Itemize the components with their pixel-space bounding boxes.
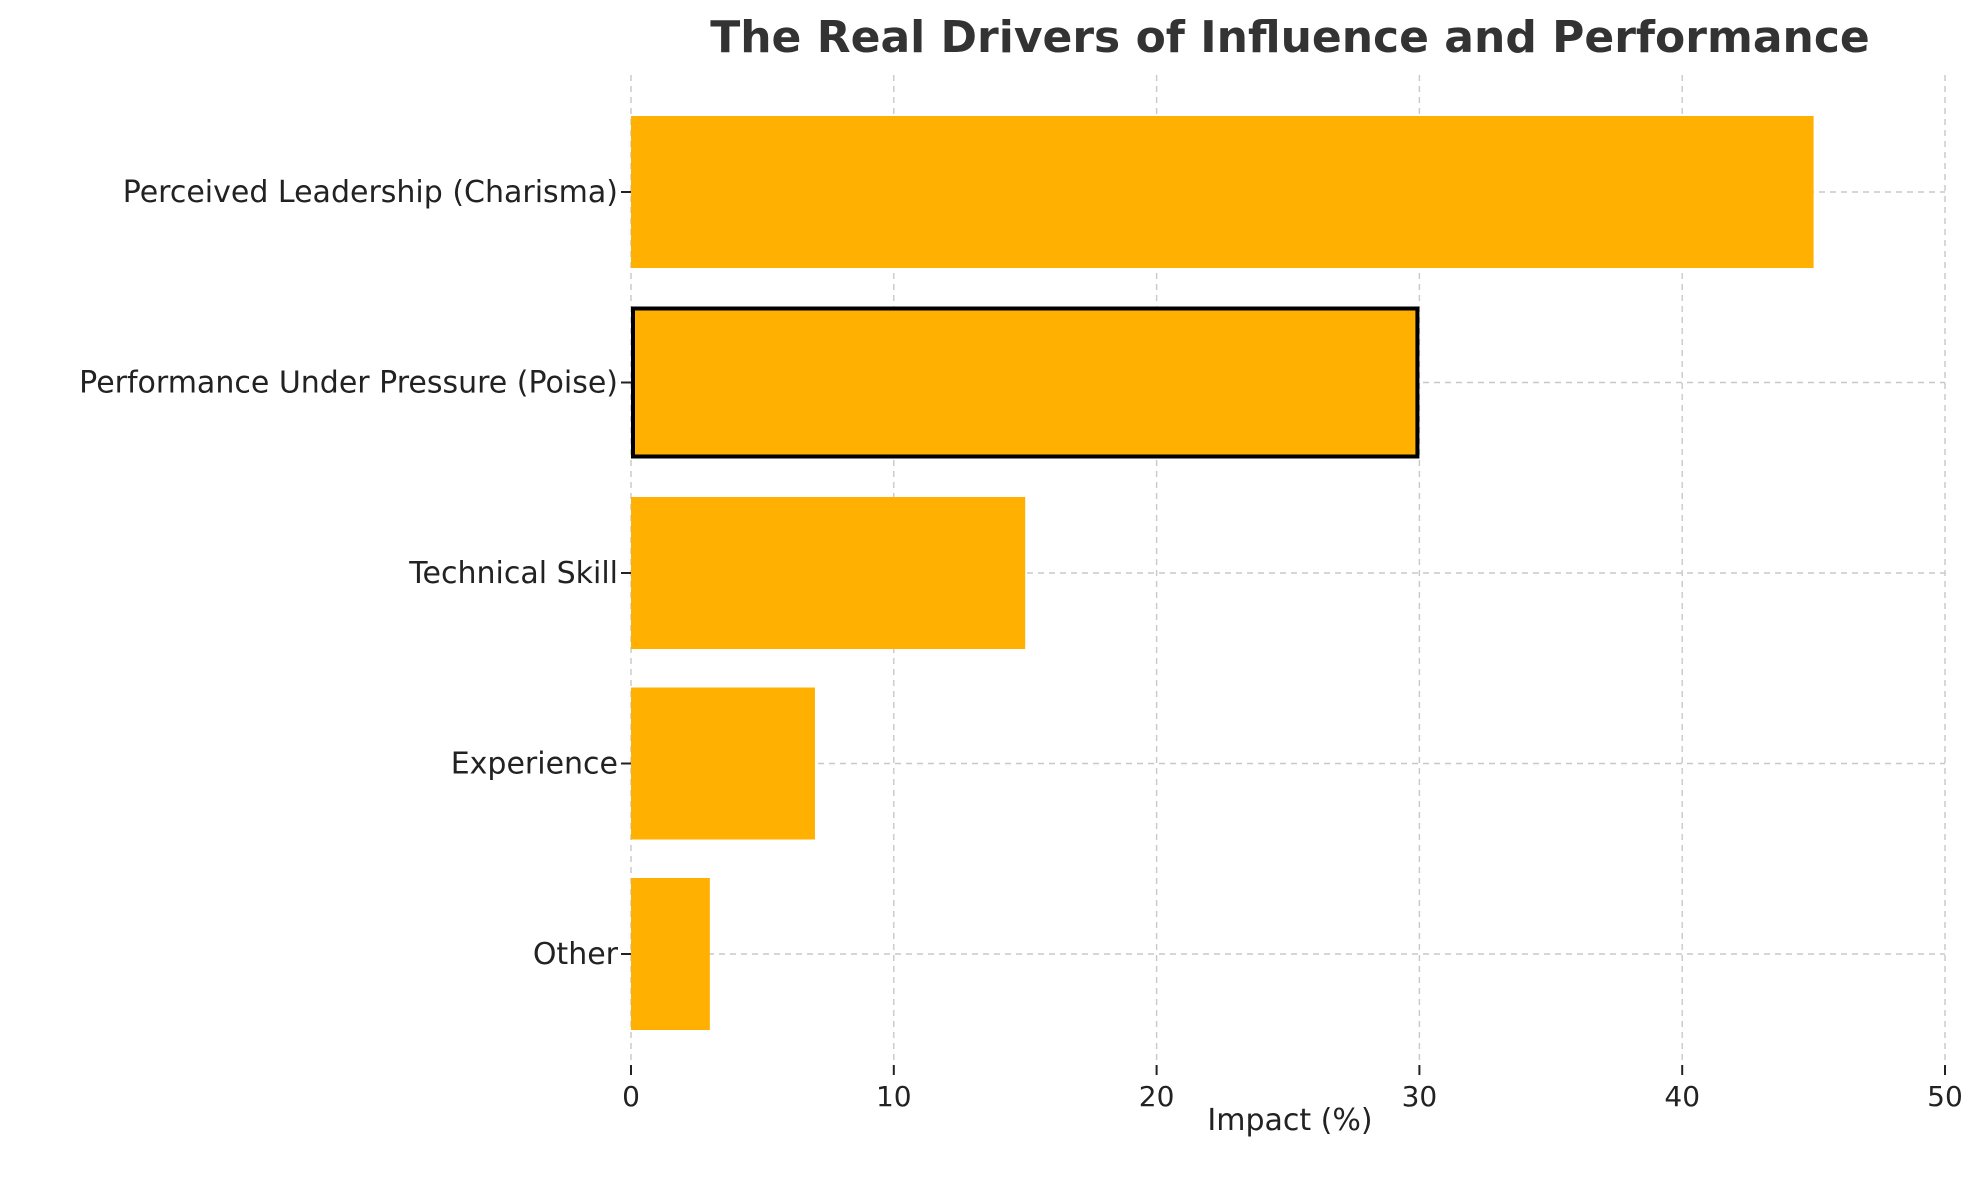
y-axis: Perceived Leadership (Charisma) Performan… <box>79 175 631 972</box>
x-tick-label: 30 <box>1402 1080 1438 1113</box>
bar <box>631 116 1814 268</box>
y-tick-label: Experience <box>451 747 618 782</box>
x-tick-label: 10 <box>876 1080 912 1113</box>
bars <box>631 116 1814 1030</box>
x-tick-label: 40 <box>1664 1080 1700 1113</box>
chart-title: The Real Drivers of Influence and Perfor… <box>710 12 1870 63</box>
x-tick-label: 50 <box>1927 1080 1963 1113</box>
x-tick-label: 20 <box>1139 1080 1175 1113</box>
x-tick-label: 0 <box>622 1080 640 1113</box>
y-tick-label: Technical Skill <box>408 556 618 591</box>
y-tick-label: Perceived Leadership (Charisma) <box>123 175 618 210</box>
bar-highlighted <box>631 306 1420 459</box>
bar <box>631 497 1026 649</box>
bar <box>631 878 710 1030</box>
bar <box>631 687 815 840</box>
x-axis: 0 10 20 30 40 50 <box>622 1065 1963 1113</box>
x-axis-label: Impact (%) <box>1207 1103 1372 1138</box>
y-tick-label: Other <box>533 937 619 972</box>
y-tick-label: Performance Under Pressure (Poise) <box>79 366 618 401</box>
